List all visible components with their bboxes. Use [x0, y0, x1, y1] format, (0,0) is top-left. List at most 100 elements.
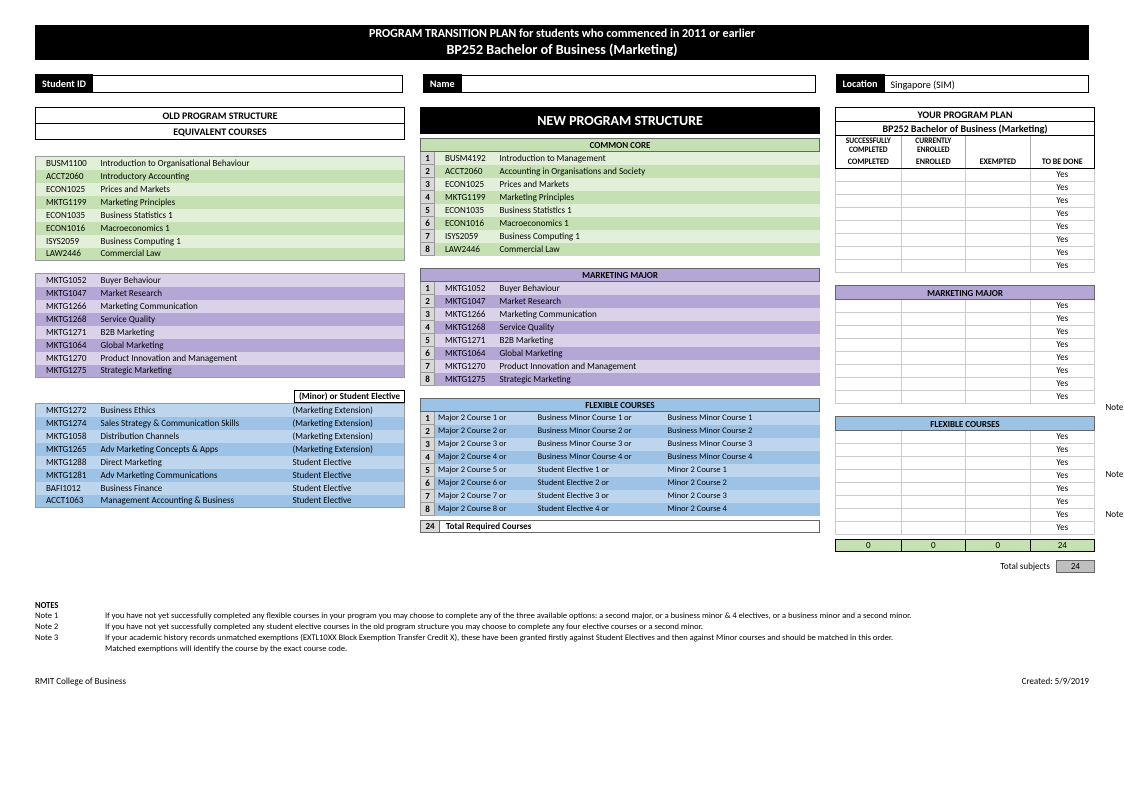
table-row: ECON1016Macroeconomics 1	[36, 222, 405, 235]
total-subjects: Total subjects 24	[835, 560, 1095, 573]
new-core-table: COMMON CORE 1BUSM4192Introduction to Man…	[420, 138, 820, 256]
plan-row[interactable]: Yes	[835, 522, 1095, 535]
footer-right: Created: 5/9/2019	[1022, 676, 1089, 687]
table-row: 4MKTG1199Marketing Principles	[421, 191, 820, 204]
table-row: ISYS2059Business Computing 1	[36, 235, 405, 248]
table-row: MKTG1274Sales Strategy & Communication S…	[36, 417, 405, 430]
notes-header: NOTES	[35, 601, 1089, 611]
table-row: 5MKTG1271B2B Marketing	[421, 334, 820, 347]
table-row: 8LAW2446Commercial Law	[421, 243, 820, 256]
table-row: 4Major 2 Course 4 orBusiness Minor Cours…	[421, 451, 820, 464]
plan-row[interactable]: Yes	[835, 313, 1095, 326]
plan-header: YOUR PROGRAM PLAN	[835, 107, 1095, 122]
plan-row[interactable]: Yes	[835, 457, 1095, 470]
table-row: BAFI1012Business FinanceStudent Elective	[36, 482, 405, 495]
plan-row[interactable]: Yes	[835, 431, 1095, 444]
plan-row[interactable]: Yes	[835, 496, 1095, 509]
table-row: MKTG1268Service Quality	[36, 313, 405, 326]
plan-row[interactable]: Yes	[835, 509, 1095, 522]
plan-row[interactable]: Yes	[835, 470, 1095, 483]
title-line2: BP252 Bachelor of Business (Marketing)	[35, 41, 1089, 58]
old-flex-table: MKTG1272Business Ethics(Marketing Extens…	[35, 403, 405, 508]
table-row: 7Major 2 Course 7 orStudent Elective 3 o…	[421, 490, 820, 503]
plan-row[interactable]: Yes	[835, 169, 1095, 182]
table-row: MKTG1272Business Ethics(Marketing Extens…	[36, 404, 405, 417]
plan-column: YOUR PROGRAM PLAN BP252 Bachelor of Busi…	[835, 107, 1095, 573]
table-row: BUSM1100Introduction to Organisational B…	[36, 157, 405, 170]
table-row: 6ECON1016Macroeconomics 1	[421, 217, 820, 230]
table-row: MKTG1271B2B Marketing	[36, 326, 405, 339]
plan-row[interactable]: Yes	[835, 391, 1095, 404]
plan-row[interactable]: Yes	[835, 339, 1095, 352]
plan-subheader: BP252 Bachelor of Business (Marketing)	[835, 122, 1095, 136]
table-row: 8MKTG1275Strategic Marketing	[421, 373, 820, 386]
location-input[interactable]: Singapore (SIM)	[885, 75, 1089, 93]
old-header2: EQUIVALENT COURSES	[35, 124, 405, 140]
table-row: MKTG1199Marketing Principles	[36, 196, 405, 209]
student-id-label: Student ID	[35, 74, 93, 93]
table-row: 2Major 2 Course 2 orBusiness Minor Cours…	[421, 425, 820, 438]
plan-row[interactable]: Yes	[835, 326, 1095, 339]
table-row: MKTG1281Adv Marketing CommunicationsStud…	[36, 469, 405, 482]
plan-row[interactable]: Yes	[835, 260, 1095, 273]
note3-marker: Note 3	[1105, 509, 1124, 520]
name-input[interactable]	[462, 75, 816, 93]
table-row: ECON1035Business Statistics 1	[36, 209, 405, 222]
plan-row[interactable]: Yes	[835, 208, 1095, 221]
new-flex-table: FLEXIBLE COURSES 1Major 2 Course 1 orBus…	[420, 398, 820, 516]
table-row: 7MKTG1270Product Innovation and Manageme…	[421, 360, 820, 373]
plan-row[interactable]: Yes	[835, 221, 1095, 234]
table-row: MKTG1265Adv Marketing Concepts & Apps(Ma…	[36, 443, 405, 456]
name-label: Name	[423, 74, 462, 93]
table-row: 2MKTG1047Market Research	[421, 295, 820, 308]
table-row: 5Major 2 Course 5 orStudent Elective 1 o…	[421, 464, 820, 477]
student-id-input[interactable]	[93, 75, 403, 93]
plan-row[interactable]: Yes	[835, 365, 1095, 378]
new-header: NEW PROGRAM STRUCTURE	[420, 107, 820, 134]
table-row: MKTG1275Strategic Marketing	[36, 365, 405, 378]
table-row: 3ECON1025Prices and Markets	[421, 178, 820, 191]
location-label: Location	[836, 74, 885, 93]
notes-section: NOTES Note 1If you have not yet successf…	[35, 601, 1089, 654]
title-bar: PROGRAM TRANSITION PLAN for students who…	[35, 25, 1089, 60]
table-row: MKTG1047Market Research	[36, 287, 405, 300]
table-row: LAW2446Commercial Law	[36, 248, 405, 261]
plan-row[interactable]: Yes	[835, 247, 1095, 260]
table-row: 6MKTG1064Global Marketing	[421, 347, 820, 360]
total-required: 24 Total Required Courses	[420, 520, 820, 533]
table-row: 3Major 2 Course 3 orBusiness Minor Cours…	[421, 438, 820, 451]
new-major-table: MARKETING MAJOR 1MKTG1052Buyer Behaviour…	[420, 268, 820, 386]
table-row: 1MKTG1052Buyer Behaviour	[421, 282, 820, 295]
table-row: ACCT2060Introductory Accounting	[36, 170, 405, 183]
table-row: ECON1025Prices and Markets	[36, 183, 405, 196]
table-row: MKTG1058Distribution Channels(Marketing …	[36, 430, 405, 443]
table-row: 6Major 2 Course 6 orStudent Elective 2 o…	[421, 477, 820, 490]
old-core-table: BUSM1100Introduction to Organisational B…	[35, 156, 405, 261]
footer: RMIT College of Business Created: 5/9/20…	[35, 676, 1089, 687]
table-row: 8Major 2 Course 8 orStudent Elective 4 o…	[421, 503, 820, 516]
table-row: MKTG1266Marketing Communication	[36, 300, 405, 313]
plan-row[interactable]: Yes	[835, 300, 1095, 313]
plan-row[interactable]: Yes	[835, 444, 1095, 457]
plan-row[interactable]: Yes	[835, 234, 1095, 247]
plan-header-row1: SUCCESSFULLY COMPLETED CURRENTLY ENROLLE…	[835, 136, 1095, 156]
new-structure-column: NEW PROGRAM STRUCTURE COMMON CORE 1BUSM4…	[420, 107, 820, 573]
plan-row[interactable]: Yes	[835, 195, 1095, 208]
field-row: Student ID Name Location Singapore (SIM)	[35, 74, 1089, 93]
table-row: 5ECON1035Business Statistics 1	[421, 204, 820, 217]
note2-marker: Note 2	[1105, 469, 1124, 480]
plan-row[interactable]: Yes	[835, 182, 1095, 195]
plan-header-row2: COMPLETEDENROLLED EXEMPTED TO BE DONE	[835, 156, 1095, 169]
plan-row[interactable]: Yes	[835, 378, 1095, 391]
table-row: ACCT1063Management Accounting & Business…	[36, 495, 405, 508]
plan-row[interactable]: Yes	[835, 483, 1095, 496]
note1-marker: Note 1	[1105, 402, 1124, 413]
elective-header: (Minor) or Student Elective	[35, 390, 405, 403]
table-row: 7ISYS2059Business Computing 1	[421, 230, 820, 243]
table-row: 3MKTG1266Marketing Communication	[421, 308, 820, 321]
old-structure-column: OLD PROGRAM STRUCTURE EQUIVALENT COURSES…	[35, 107, 405, 573]
old-header1: OLD PROGRAM STRUCTURE	[35, 107, 405, 124]
plan-row[interactable]: Yes	[835, 352, 1095, 365]
table-row: MKTG1288Direct MarketingStudent Elective	[36, 456, 405, 469]
table-row: MKTG1270Product Innovation and Managemen…	[36, 352, 405, 365]
